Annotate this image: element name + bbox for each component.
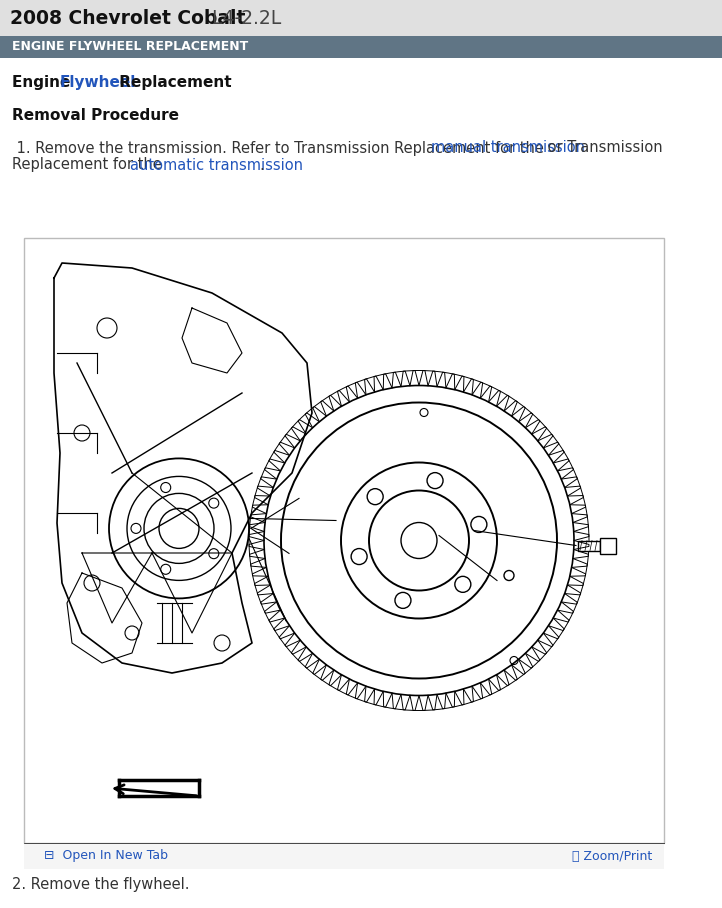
Bar	[600, 538, 616, 554]
Text: 1. Remove the transmission. Refer to Transmission Replacement for the: 1. Remove the transmission. Refer to Tra…	[12, 141, 549, 155]
Bar	[24, 238, 664, 843]
Text: ENGINE FLYWHEEL REPLACEMENT: ENGINE FLYWHEEL REPLACEMENT	[12, 41, 248, 54]
Text: L4-2.2L: L4-2.2L	[206, 8, 282, 27]
Text: ⊟  Open In New Tab: ⊟ Open In New Tab	[44, 850, 168, 863]
Text: Replacement: Replacement	[114, 74, 232, 90]
Text: automatic transmission: automatic transmission	[130, 157, 303, 173]
Bar	[578, 540, 600, 550]
Text: 🔍 Zoom/Print: 🔍 Zoom/Print	[572, 850, 652, 863]
Text: 2. Remove the flywheel.: 2. Remove the flywheel.	[12, 877, 189, 893]
Text: or Transmission: or Transmission	[543, 141, 663, 155]
Text: Replacement for the: Replacement for the	[12, 157, 166, 173]
Text: .: .	[260, 157, 264, 173]
Text: Flywheel: Flywheel	[60, 74, 136, 90]
Text: manual transmission: manual transmission	[431, 141, 585, 155]
Text: Engine: Engine	[12, 74, 76, 90]
Bar	[24, 843, 664, 869]
Text: 2008 Chevrolet Cobalt: 2008 Chevrolet Cobalt	[10, 8, 245, 27]
Bar	[0, 36, 722, 58]
Text: Removal Procedure: Removal Procedure	[12, 108, 179, 123]
Bar	[0, 0, 722, 36]
